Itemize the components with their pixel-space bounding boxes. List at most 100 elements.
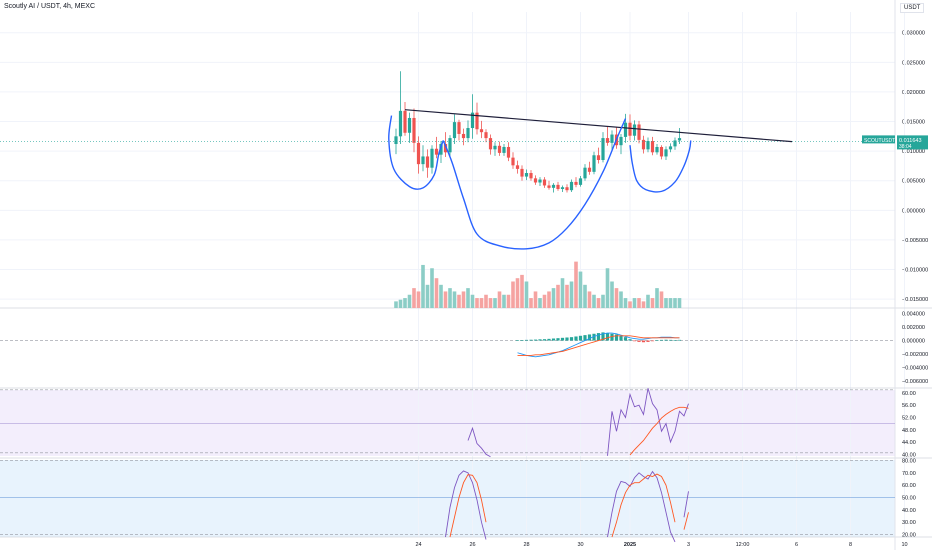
macd-histogram-bar <box>565 337 569 341</box>
macd-y-tick: −0.004000 <box>902 366 928 372</box>
macd-histogram-bar <box>560 337 565 341</box>
price-y-tick: 0.030000 <box>902 31 925 37</box>
volume-bar <box>398 299 403 308</box>
volume-bar <box>457 294 461 308</box>
macd-histogram-bar <box>623 337 628 341</box>
volume-bar <box>560 278 565 308</box>
rsi-y-tick: 52.00 <box>902 415 916 421</box>
candle-body <box>502 146 506 153</box>
rsi-y-tick: 60.00 <box>902 391 916 397</box>
volume-bar <box>664 298 668 308</box>
volume-bar <box>493 298 497 308</box>
volume-bar <box>434 278 439 308</box>
volume-bar <box>506 294 511 308</box>
macd-y-tick: −0.002000 <box>902 352 928 358</box>
pattern-curve <box>388 115 444 190</box>
x-tick-label: 12:00 <box>736 542 750 548</box>
candle-body <box>601 138 605 160</box>
volume-bar <box>632 298 637 308</box>
candle-body <box>515 165 520 169</box>
candle-body <box>583 167 587 179</box>
macd-histogram-bar <box>646 340 650 342</box>
volume-bar <box>475 298 479 308</box>
candle-body <box>668 146 673 150</box>
volume-bar <box>403 298 407 308</box>
macd-histogram-bar <box>601 332 605 341</box>
candle-body <box>623 122 628 137</box>
stoch-y-tick: 80.00 <box>902 458 916 464</box>
rsi-line <box>467 426 491 458</box>
candle-body <box>443 144 448 153</box>
macd-histogram-bar <box>551 338 556 341</box>
volume-bar <box>677 298 682 308</box>
candle-body <box>677 138 682 141</box>
volume-bar <box>574 261 578 308</box>
candle-body <box>605 138 610 143</box>
volume-bar <box>587 291 592 308</box>
candle-body <box>641 139 646 150</box>
candle-body <box>650 141 655 153</box>
x-tick-label: 10 <box>901 542 907 548</box>
candle-body <box>479 129 484 133</box>
price-y-tick: −0.015000 <box>902 297 928 303</box>
pattern-curve <box>442 118 627 250</box>
macd-histogram-bar <box>529 339 533 341</box>
volume-bar <box>646 294 650 308</box>
candle-body <box>673 140 677 147</box>
candle-body <box>587 167 592 172</box>
stoch-y-tick: 70.00 <box>902 471 916 477</box>
candle-body <box>484 132 488 139</box>
macd-histogram-bar <box>524 339 529 341</box>
rsi-signal-line <box>629 406 689 456</box>
candle-body <box>506 146 511 158</box>
candle-body <box>610 134 614 143</box>
macd-histogram-bar <box>668 339 673 341</box>
macd-histogram-bar <box>614 334 619 341</box>
macd-histogram-bar <box>628 339 632 341</box>
macd-histogram-bar <box>596 333 601 341</box>
volume-bar <box>614 288 619 308</box>
volume-bar <box>484 294 488 308</box>
currency-badge[interactable]: USDT <box>900 3 925 13</box>
candle-body <box>430 148 434 168</box>
macd-histogram-bar <box>583 335 587 341</box>
volume-bar <box>479 298 484 308</box>
candle-body <box>578 178 583 185</box>
stoch-k-line <box>445 470 487 540</box>
volume-bar <box>569 281 574 308</box>
volume-bar <box>538 298 542 308</box>
macd-histogram-bar <box>641 340 646 343</box>
macd-histogram-bar <box>538 339 542 341</box>
candle-body <box>655 146 659 153</box>
volume-bar <box>533 291 538 308</box>
volume-bar <box>601 294 605 308</box>
volume-bar <box>610 281 614 308</box>
macd-histogram-bar <box>673 340 677 341</box>
macd-histogram-bar <box>547 338 551 341</box>
candle-body <box>646 141 650 150</box>
volume-bar <box>430 268 434 308</box>
macd-histogram-bar <box>659 339 664 341</box>
volume-bar <box>659 291 664 308</box>
candle-body <box>632 124 637 136</box>
stoch-y-tick: 20.00 <box>902 533 916 539</box>
volume-bar <box>583 284 587 308</box>
stoch-y-tick: 50.00 <box>902 496 916 502</box>
volume-bar <box>668 298 673 308</box>
volume-bar <box>529 298 533 308</box>
price-y-tick: 0.000000 <box>902 208 925 214</box>
chart-title[interactable]: Scoutly AI / USDT, 4h, MEXC <box>4 3 96 10</box>
x-tick-label: 28 <box>523 542 529 548</box>
volume-bar <box>592 294 596 308</box>
volume-bar <box>650 298 655 308</box>
candle-body <box>421 156 425 165</box>
macd-y-tick: 0.004000 <box>902 311 925 317</box>
symbol-label: SCOUTUSDT <box>864 138 895 144</box>
macd-histogram-bar <box>542 339 547 341</box>
volume-bar <box>520 274 524 308</box>
candle-body <box>434 148 439 155</box>
candle-body <box>466 128 470 139</box>
macd-histogram-bar <box>650 340 655 342</box>
